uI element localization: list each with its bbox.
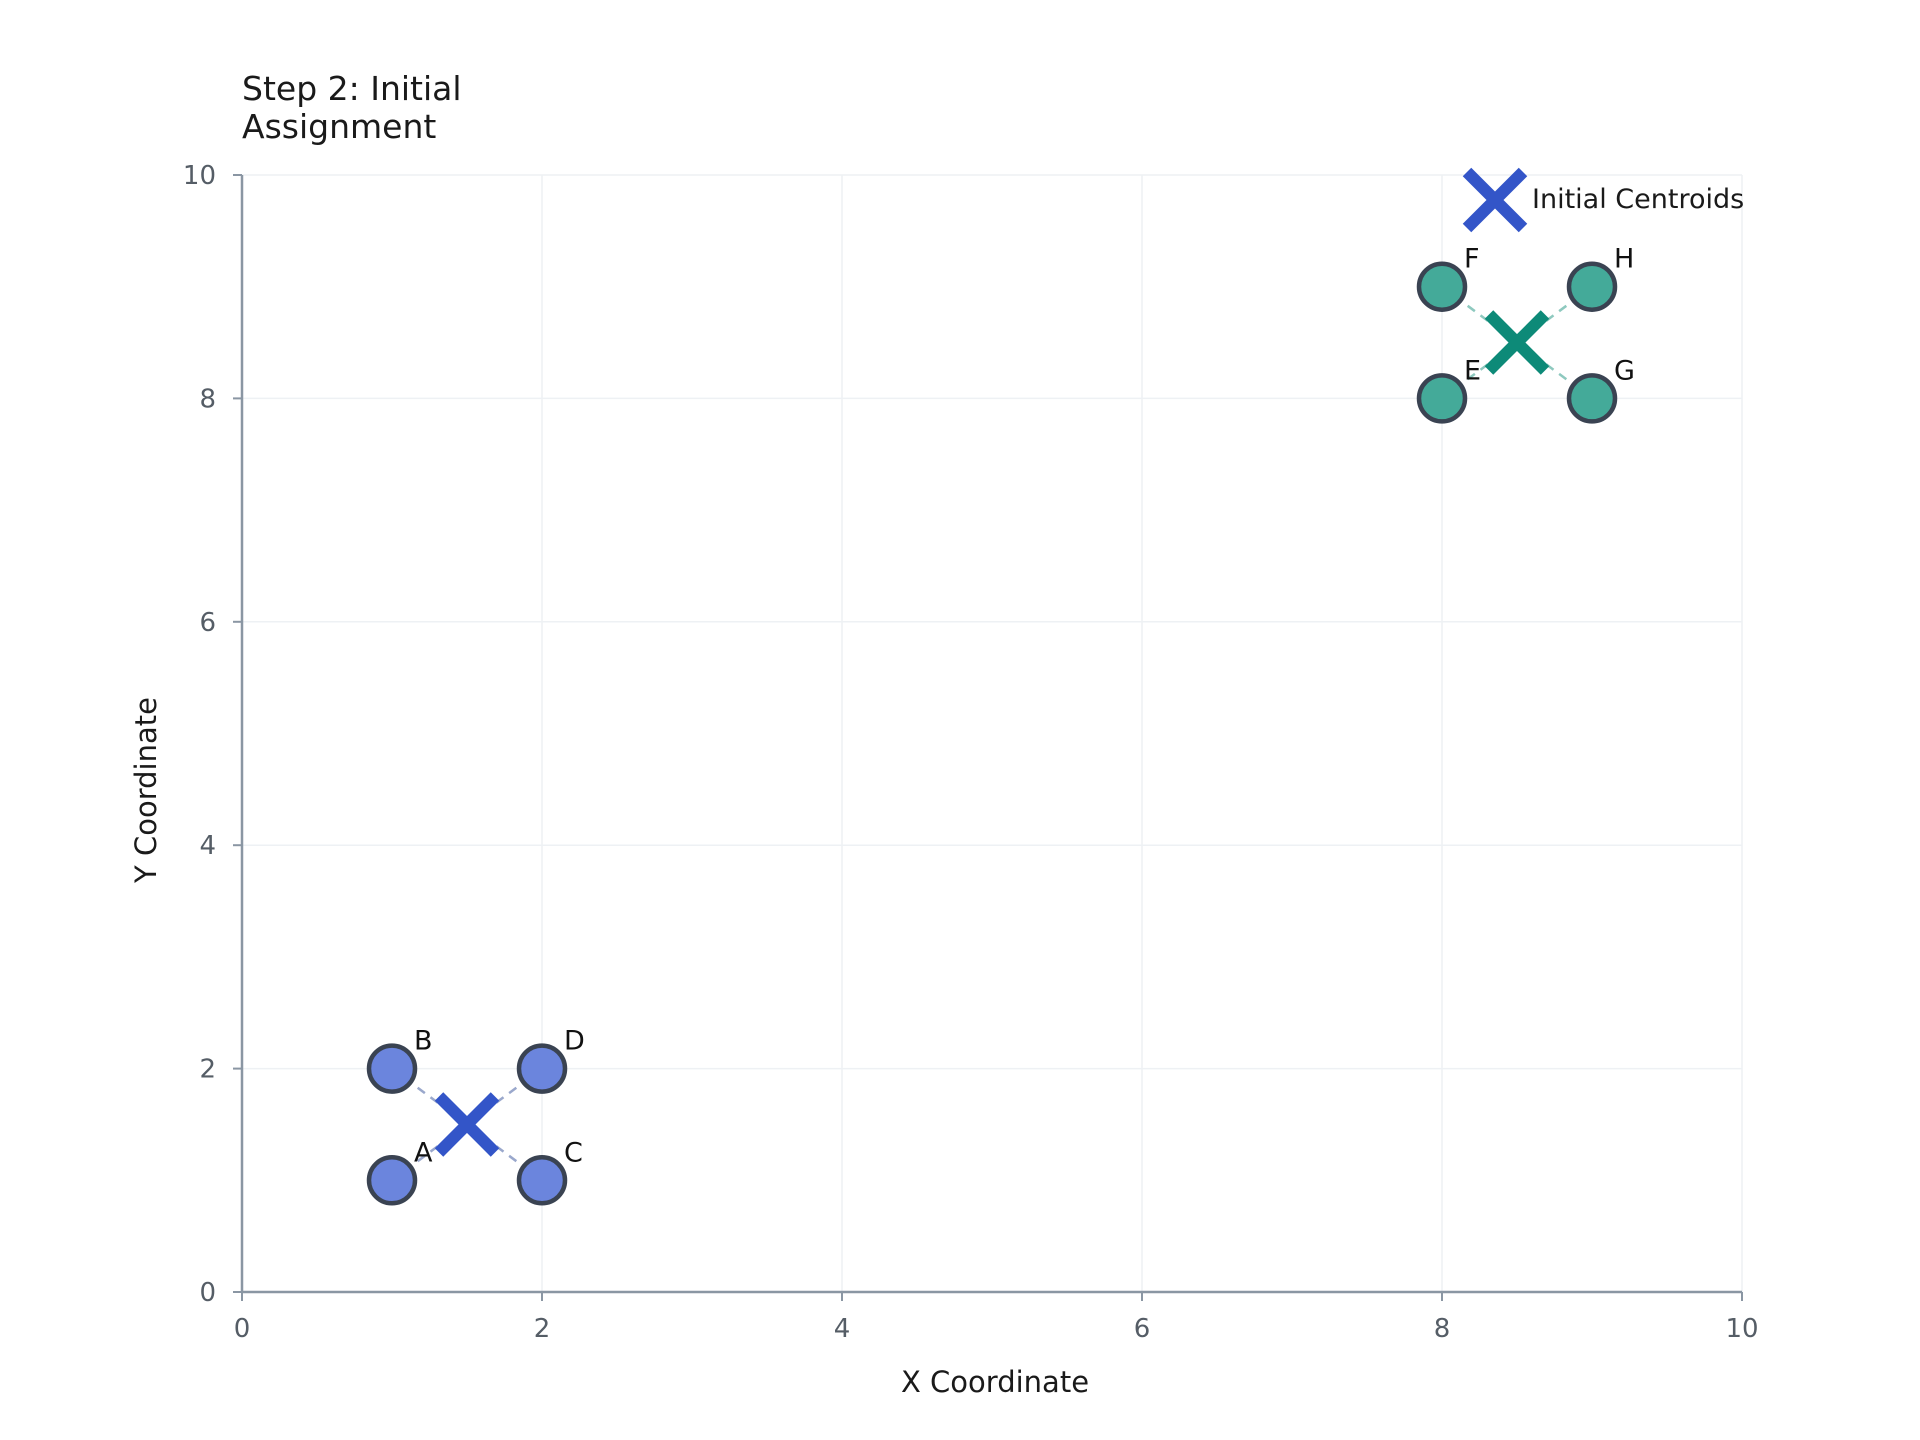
data-point <box>516 1155 568 1206</box>
y-tick-label: 10 <box>183 161 216 191</box>
y-tick-label: 4 <box>199 831 216 861</box>
x-tick-label: 0 <box>234 1314 251 1344</box>
point-label: H <box>1614 244 1634 275</box>
centroids <box>434 310 1550 1157</box>
point-label: C <box>564 1137 583 1168</box>
centroid-marker-stroke-b <box>434 1092 500 1157</box>
x-axis-label: X Coordinate <box>901 1365 1089 1399</box>
axes: 0 2 4 6 8 10 0 2 4 6 8 10 <box>183 161 1759 1344</box>
data-point <box>1566 373 1618 424</box>
legend: Initial Centroids <box>1462 167 1744 233</box>
data-points: A B C D E F G H <box>366 244 1635 1206</box>
centroid-marker <box>1484 310 1550 375</box>
point-label: E <box>1464 355 1481 386</box>
grid <box>242 174 1743 1292</box>
data-point <box>1416 373 1468 424</box>
data-point <box>1566 261 1618 312</box>
x-tick-label: 6 <box>1134 1314 1151 1344</box>
legend-x-stroke-b <box>1462 167 1528 233</box>
x-tick-label: 2 <box>534 1314 551 1344</box>
centroid-marker-stroke-b <box>1484 310 1550 375</box>
y-axis-label: Y Coordinate <box>129 697 163 884</box>
y-tick-label: 2 <box>199 1055 216 1085</box>
data-point <box>516 1043 568 1094</box>
data-point <box>366 1043 418 1094</box>
legend-x <box>1462 167 1528 233</box>
x-tick-label: 8 <box>1434 1314 1451 1344</box>
point-label: A <box>414 1137 433 1168</box>
chart-title-line-1: Step 2: Initial <box>242 69 462 108</box>
x-tick-label: 10 <box>1725 1314 1758 1344</box>
y-tick-label: 0 <box>199 1278 216 1308</box>
data-point <box>366 1155 418 1206</box>
legend-label: Initial Centroids <box>1532 184 1744 215</box>
point-label: G <box>1614 355 1635 386</box>
data-point <box>1416 261 1468 312</box>
centroid-marker <box>434 1092 500 1157</box>
y-tick-label: 6 <box>199 608 216 638</box>
y-tick-label: 8 <box>199 384 216 414</box>
legend-centroid-marker <box>1462 167 1528 233</box>
x-tick-label: 4 <box>834 1314 851 1344</box>
point-label: D <box>564 1026 585 1057</box>
chart-title-line-2: Assignment <box>242 107 436 146</box>
point-label: F <box>1464 244 1480 275</box>
point-label: B <box>414 1026 433 1057</box>
